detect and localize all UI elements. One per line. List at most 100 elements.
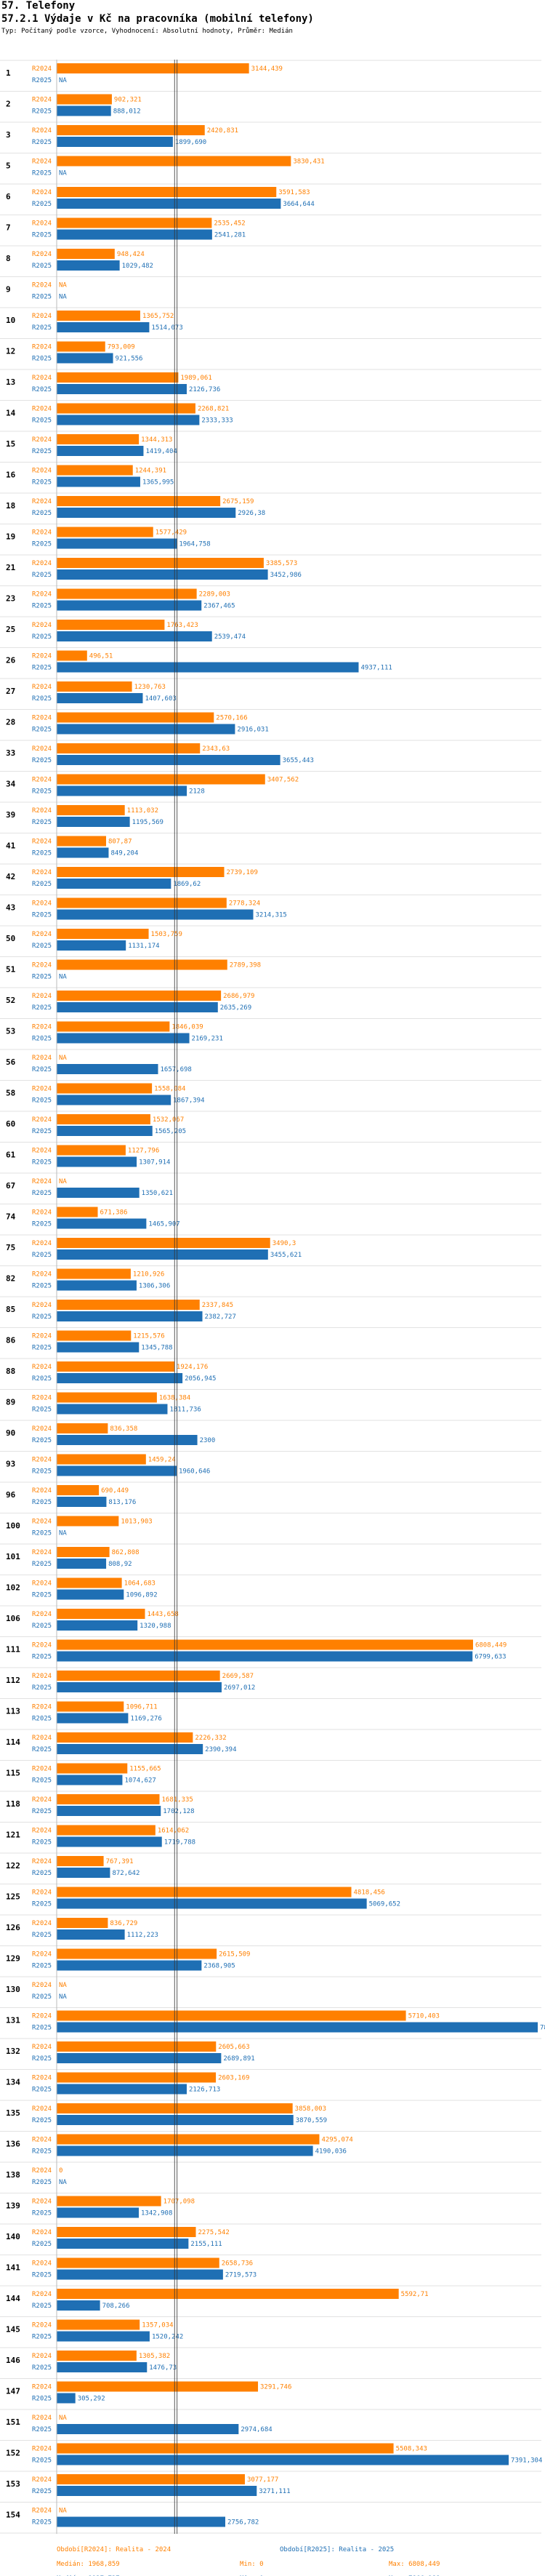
bar-r2024 [57, 1021, 170, 1032]
series-label-r2025: R2025 [32, 1716, 52, 1723]
bar-r2025 [57, 1249, 268, 1260]
bar-r2024 [57, 1918, 108, 1928]
bar-r2024 [57, 1609, 145, 1619]
value-label-r2024: 0 [59, 2167, 62, 2175]
bar-r2025 [57, 1775, 123, 1785]
value-label-r2025: 4190,036 [315, 2148, 347, 2156]
category-label: 56 [6, 1057, 16, 1067]
value-label-r2025: 2539,474 [214, 633, 246, 641]
value-label-r2025: 1867,394 [173, 1097, 204, 1105]
category-label: 2 [6, 100, 11, 109]
series-label-r2025: R2025 [32, 1283, 52, 1290]
bar-r2024 [57, 620, 165, 630]
category-label: 15 [6, 439, 15, 449]
bar-r2024 [57, 63, 249, 73]
value-label-r2025: 1345,788 [141, 1345, 172, 1352]
bar-r2025 [57, 1898, 367, 1909]
series-label-r2025: R2025 [32, 2087, 52, 2094]
series-label-r2025: R2025 [32, 633, 52, 641]
value-label-r2025: 808,92 [108, 1561, 132, 1568]
series-label-r2024: R2024 [32, 1425, 52, 1433]
bar-r2024 [57, 94, 112, 105]
bar-r2025 [57, 1280, 137, 1291]
bar-r2025 [57, 2239, 189, 2249]
value-label-r2025: 305,292 [78, 2396, 105, 2403]
value-label-r2024: 1681,335 [161, 1796, 193, 1804]
series-label-r2025: R2025 [32, 1870, 52, 1877]
value-label-r2024: 1210,926 [133, 1271, 164, 1279]
value-label-r2025: 813,176 [108, 1499, 136, 1506]
bar-r2025 [57, 1806, 161, 1816]
bar-r2024 [57, 1948, 217, 1959]
legend-median-r2024: Medián: 1968,859 [57, 2561, 120, 2568]
value-label-r2024: 3407,562 [267, 777, 299, 784]
series-label-r2025: R2025 [32, 1654, 52, 1661]
bar-r2025 [57, 1311, 203, 1321]
category-label: 93 [6, 1460, 15, 1469]
bar-r2025 [57, 2022, 538, 2033]
value-label-r2025: 1029,482 [122, 263, 153, 270]
series-label-r2025: R2025 [32, 541, 52, 548]
category-label: 7 [6, 223, 11, 233]
series-label-r2025: R2025 [32, 1221, 52, 1228]
bar-r2025 [57, 2486, 257, 2496]
series-label-r2025: R2025 [32, 2303, 52, 2310]
category-label: 147 [6, 2387, 20, 2396]
series-label-r2025: R2025 [32, 1190, 52, 1197]
series-label-r2025: R2025 [32, 479, 52, 487]
category-label: 101 [6, 1552, 20, 1561]
series-label-r2024: R2024 [32, 1951, 52, 1959]
bar-r2025 [57, 1620, 138, 1631]
series-label-r2025: R2025 [32, 912, 52, 919]
value-label-r2024: 1344,313 [141, 436, 172, 444]
series-label-r2024: R2024 [32, 2167, 52, 2175]
category-label: 144 [6, 2294, 20, 2303]
series-label-r2025: R2025 [32, 2055, 52, 2063]
bar-r2024 [57, 1361, 174, 1372]
value-label-r2024: 1707,098 [164, 2199, 195, 2206]
series-label-r2025: R2025 [32, 2426, 52, 2433]
series-label-r2024: R2024 [32, 189, 52, 196]
value-label-r2025: 1112,223 [127, 1932, 158, 1939]
value-label-r2024: 1305,382 [139, 2353, 170, 2360]
category-label: 58 [6, 1089, 15, 1098]
bar-r2025 [57, 2516, 226, 2527]
series-label-r2024: R2024 [32, 468, 52, 475]
category-label: 135 [6, 2108, 20, 2118]
value-label-r2025: 2333,333 [201, 417, 233, 425]
series-label-r2024: R2024 [32, 2229, 52, 2236]
value-label-r2025: 1465,907 [148, 1221, 179, 1228]
value-label-r2025: 2300 [200, 1437, 216, 1444]
bar-r2024 [57, 1114, 150, 1124]
bar-r2025 [57, 446, 144, 456]
value-label-r2024: 2226,332 [195, 1735, 226, 1742]
series-label-r2025: R2025 [32, 1036, 52, 1043]
bar-r2025 [57, 1559, 107, 1569]
series-label-r2024: R2024 [32, 375, 52, 382]
series-label-r2025: R2025 [32, 324, 52, 332]
bar-r2025 [57, 2084, 187, 2095]
value-label-r2024: 1989,061 [180, 375, 211, 382]
series-label-r2025: R2025 [32, 850, 52, 857]
category-label: 141 [6, 2263, 20, 2273]
series-label-r2025: R2025 [32, 1066, 52, 1073]
bar-r2024 [57, 125, 205, 135]
bar-r2025 [57, 2424, 239, 2434]
value-label-r2024: 4818,456 [354, 1889, 385, 1897]
category-label: 126 [6, 1923, 20, 1932]
series-label-r2024: R2024 [32, 1858, 52, 1865]
value-label-r2024: 1155,665 [129, 1766, 161, 1773]
series-label-r2024: R2024 [32, 220, 52, 228]
series-label-r2025: R2025 [32, 572, 52, 579]
bar-r2024 [57, 1145, 126, 1156]
value-label-r2024: 5592,71 [401, 2291, 429, 2298]
bar-r2024 [57, 1887, 352, 1897]
series-label-r2024: R2024 [32, 2446, 52, 2453]
value-label-r2025: 2382,727 [205, 1313, 236, 1321]
value-label-r2025: 1407,603 [145, 695, 176, 703]
category-label: 18 [6, 501, 15, 511]
category-label: 23 [6, 594, 15, 604]
series-label-r2024: R2024 [32, 251, 52, 258]
category-label: 138 [6, 2170, 20, 2180]
series-label-r2025: R2025 [32, 510, 52, 517]
